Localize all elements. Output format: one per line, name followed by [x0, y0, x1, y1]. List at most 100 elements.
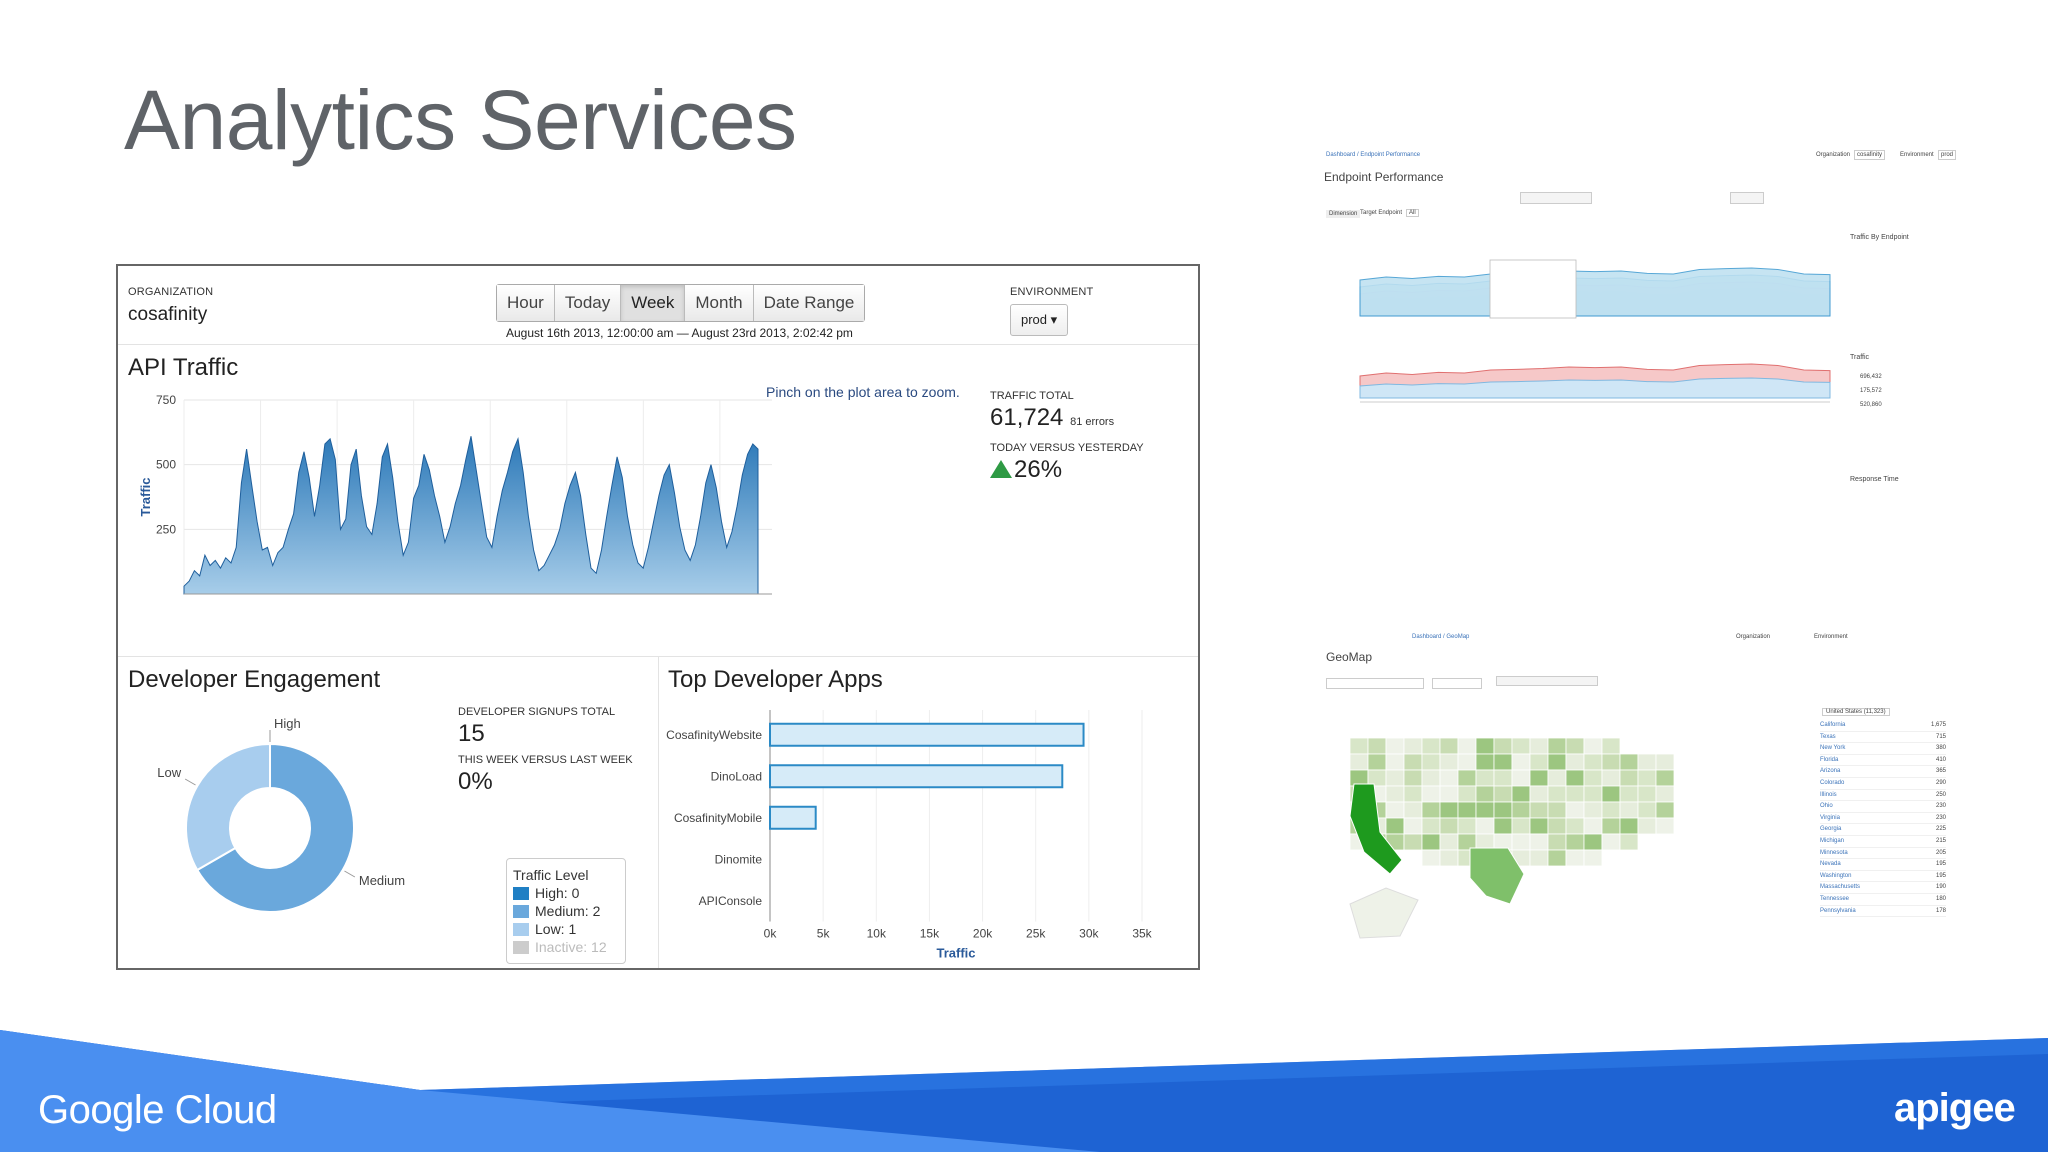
- state-name[interactable]: California: [1820, 722, 1846, 728]
- state-row[interactable]: Michigan 215: [1820, 836, 1946, 848]
- zoom-hint: Pinch on the plot area to zoom.: [766, 384, 960, 400]
- geomap-thumbnail: Dashboard / GeoMap Organization Environm…: [1320, 628, 1960, 968]
- state-row[interactable]: Florida 410: [1820, 755, 1946, 767]
- country-select[interactable]: United States (11,323): [1822, 708, 1890, 716]
- state-row[interactable]: Nevada 195: [1820, 859, 1946, 871]
- state-row[interactable]: Colorado 290: [1820, 778, 1946, 790]
- state-row[interactable]: Minnesota 205: [1820, 848, 1946, 860]
- state-name[interactable]: Minnesota: [1820, 849, 1848, 856]
- state-value: 205: [1935, 849, 1946, 856]
- map-region: [1403, 817, 1423, 835]
- map-region: [1403, 801, 1423, 819]
- map-region: [1475, 753, 1495, 771]
- state-name[interactable]: Illinois: [1820, 791, 1837, 798]
- org-select[interactable]: cosafinity: [1854, 150, 1886, 160]
- divider: [118, 656, 1198, 657]
- map-region: [1421, 737, 1441, 755]
- state-row[interactable]: Arizona 365: [1820, 766, 1946, 778]
- interval-select[interactable]: [1730, 192, 1764, 204]
- us-map[interactable]: [1330, 728, 1750, 968]
- map-region: [1547, 785, 1567, 803]
- env-select[interactable]: prod: [1938, 150, 1957, 160]
- map-region: [1421, 817, 1441, 835]
- map-region: [1565, 769, 1585, 787]
- map-region: [1547, 817, 1567, 835]
- state-name[interactable]: New York: [1820, 745, 1846, 752]
- date-range-button[interactable]: Date Range: [753, 285, 865, 321]
- developer-engagement-donut[interactable]: High Medium Low: [128, 716, 448, 956]
- time-toolbar[interactable]: [1496, 676, 1598, 686]
- map-region: [1457, 753, 1477, 771]
- map-region: [1583, 785, 1603, 803]
- hour-button[interactable]: Hour: [497, 285, 555, 321]
- traffic-total-label: TRAFFIC TOTAL: [990, 390, 1074, 402]
- state-row[interactable]: Ohio 230: [1820, 801, 1946, 813]
- map-region: [1547, 833, 1567, 851]
- map-region: [1421, 801, 1441, 819]
- map-region: [1529, 785, 1549, 803]
- metric-select[interactable]: [1326, 678, 1424, 689]
- org-label: Organization: [1736, 634, 1771, 640]
- map-region: [1601, 801, 1621, 819]
- time-toolbar[interactable]: [1520, 192, 1592, 204]
- traffic-value-1: 696,432: [1860, 374, 1882, 380]
- state-row[interactable]: Massachusetts 190: [1820, 882, 1946, 894]
- map-region: [1457, 785, 1477, 803]
- map-region: [1403, 785, 1423, 803]
- map-region: [1583, 849, 1603, 867]
- map-region: [1529, 769, 1549, 787]
- state-row[interactable]: California 1,675: [1820, 720, 1946, 732]
- state-name[interactable]: Washington: [1820, 872, 1852, 879]
- state-row[interactable]: Tennessee 180: [1820, 894, 1946, 906]
- state-value: 250: [1935, 791, 1946, 798]
- state-row[interactable]: New York 380: [1820, 743, 1946, 755]
- state-name[interactable]: Tennessee: [1820, 895, 1850, 902]
- map-region: [1619, 753, 1639, 771]
- map-region: [1385, 785, 1405, 803]
- api-traffic-chart[interactable]: 16 Aug 17 Aug 18 Aug 19 Aug 20 Aug 21 Aug 22 A…: [118, 386, 778, 600]
- state-name[interactable]: Nevada: [1820, 861, 1841, 868]
- state-row[interactable]: Illinois 250: [1820, 790, 1946, 802]
- state-name[interactable]: Pennsylvania: [1820, 907, 1856, 914]
- state-row[interactable]: Georgia 225: [1820, 824, 1946, 836]
- week-button[interactable]: Week: [621, 285, 686, 321]
- map-region: [1547, 801, 1567, 819]
- state-value: 715: [1935, 733, 1946, 740]
- map-region: [1601, 833, 1621, 851]
- state-row[interactable]: Virginia 230: [1820, 813, 1946, 825]
- y-tick-label: 500: [156, 458, 176, 472]
- map-region: [1565, 785, 1585, 803]
- map-region: [1403, 753, 1423, 771]
- map-region: [1583, 817, 1603, 835]
- analytics-dashboard: ORGANIZATION cosafinity Hour Today Week …: [116, 264, 1200, 970]
- state-row[interactable]: Washington 195: [1820, 871, 1946, 883]
- top-apps-chart[interactable]: 0k 5k 10k 15k 20k 25k 30k 35k CosafinityWebsite D…: [658, 702, 1198, 970]
- breadcrumb: Dashboard / GeoMap: [1412, 634, 1470, 640]
- today-button[interactable]: Today: [554, 285, 622, 321]
- api-proxy-select[interactable]: [1432, 678, 1482, 689]
- state-row[interactable]: Pennsylvania 178: [1820, 906, 1946, 918]
- google-cloud-logo: Google Cloud: [38, 1088, 277, 1132]
- state-name[interactable]: Florida: [1820, 756, 1839, 763]
- state-row[interactable]: Texas 715: [1820, 732, 1946, 744]
- map-region: [1511, 737, 1531, 755]
- state-name[interactable]: Michigan: [1820, 837, 1845, 844]
- state-name[interactable]: Georgia: [1820, 826, 1842, 833]
- map-region: [1655, 817, 1675, 835]
- today-vs-yesterday-label: TODAY VERSUS YESTERDAY: [990, 442, 1144, 454]
- month-button[interactable]: Month: [685, 285, 754, 321]
- env-select[interactable]: prod ▾: [1010, 304, 1069, 336]
- state-name[interactable]: Colorado: [1820, 779, 1845, 786]
- breadcrumb: Dashboard / Endpoint Performance: [1326, 152, 1421, 158]
- legend-title: Traffic Level: [513, 867, 589, 883]
- x-tick-label: 20k: [973, 927, 993, 941]
- map-region: [1439, 785, 1459, 803]
- state-name[interactable]: Texas: [1820, 733, 1836, 740]
- state-name[interactable]: Arizona: [1820, 768, 1841, 775]
- all-select[interactable]: All: [1406, 209, 1419, 217]
- state-value: 290: [1935, 779, 1946, 786]
- state-name[interactable]: Virginia: [1820, 814, 1840, 821]
- state-name[interactable]: Ohio: [1820, 803, 1833, 810]
- state-name[interactable]: Massachusetts: [1820, 884, 1861, 891]
- state-value: 380: [1935, 745, 1946, 752]
